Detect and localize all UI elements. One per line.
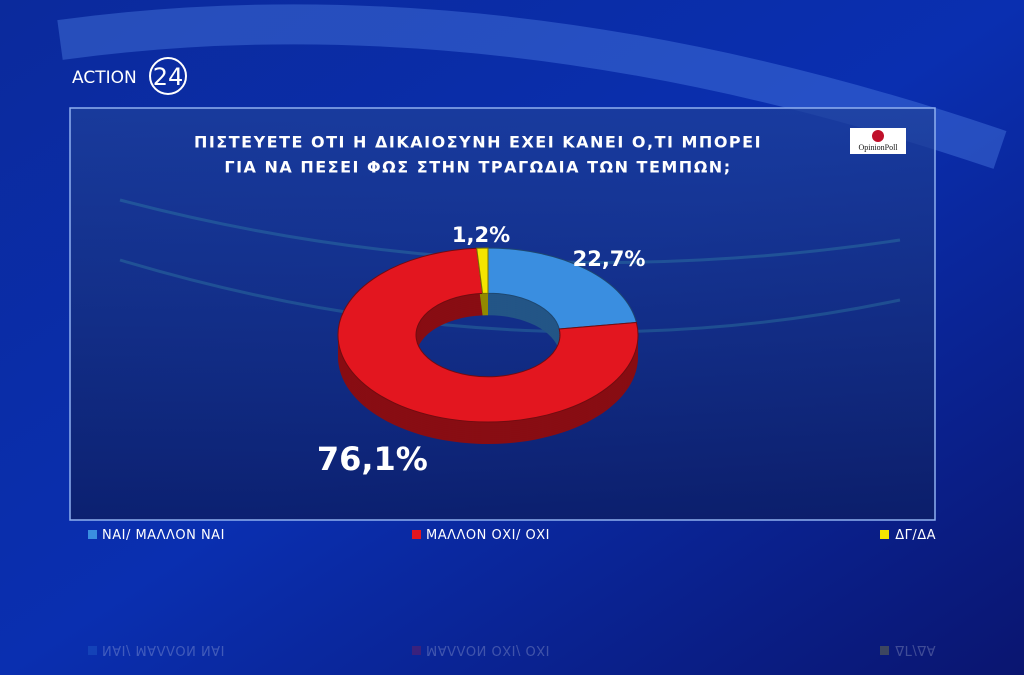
legend-swatch [88, 646, 97, 655]
pollster-mark [872, 130, 884, 142]
data-label: 22,7% [573, 247, 646, 271]
data-label: 76,1% [317, 440, 428, 478]
legend-label: ΜΑΛΛΟΝ ΟΧΙ/ ΟΧΙ [426, 528, 550, 543]
chart-title: ΠΙΣΤΕΥΕΤΕ ΟΤΙ Η ΔΙΚΑΙΟΣΥΝΗ ΕΧΕΙ ΚΑΝΕΙ Ο,… [194, 133, 762, 152]
legend-swatch [88, 530, 97, 539]
slice [487, 247, 638, 330]
pollster-name: OpinionPoll [858, 143, 898, 152]
channel-number: 24 [153, 63, 184, 91]
legend-swatch [880, 646, 889, 655]
chart-title: ΓΙΑ ΝΑ ΠΕΣΕΙ ΦΩΣ ΣΤΗΝ ΤΡΑΓΩΔΙΑ ΤΩΝ ΤΕΜΠΩ… [224, 158, 731, 177]
legend-label: ΔΓ/ΔΑ [895, 642, 936, 657]
legend-swatch [412, 646, 421, 655]
legend: ΝΑΙ/ ΜΑΛΛΟΝ ΝΑΙ ΜΑΛΛΟΝ ΟΧΙ/ ΟΧΙ ΔΓ/ΔΑ [88, 528, 936, 543]
channel-name: ACTION [72, 68, 137, 88]
pie: 22,7% 76,1% 1,2% [317, 223, 646, 478]
legend-swatch [412, 530, 421, 539]
slice [476, 247, 489, 294]
legend-swatch [880, 530, 889, 539]
data-label: 1,2% [452, 223, 510, 247]
legend-label: ΔΓ/ΔΑ [895, 528, 936, 543]
slice [337, 247, 639, 423]
channel-ring [149, 57, 187, 95]
legend-reflection: ΝΑΙ/ ΜΑΛΛΟΝ ΝΑΙ ΜΑΛΛΟΝ ΟΧΙ/ ΟΧΙ ΔΓ/ΔΑ [88, 642, 936, 657]
legend-label: ΜΑΛΛΟΝ ΟΧΙ/ ΟΧΙ [426, 642, 550, 657]
legend-label: ΝΑΙ/ ΜΑΛΛΟΝ ΝΑΙ [102, 642, 225, 657]
decor [57, 4, 1007, 169]
legend-label: ΝΑΙ/ ΜΑΛΛΟΝ ΝΑΙ [102, 528, 225, 543]
